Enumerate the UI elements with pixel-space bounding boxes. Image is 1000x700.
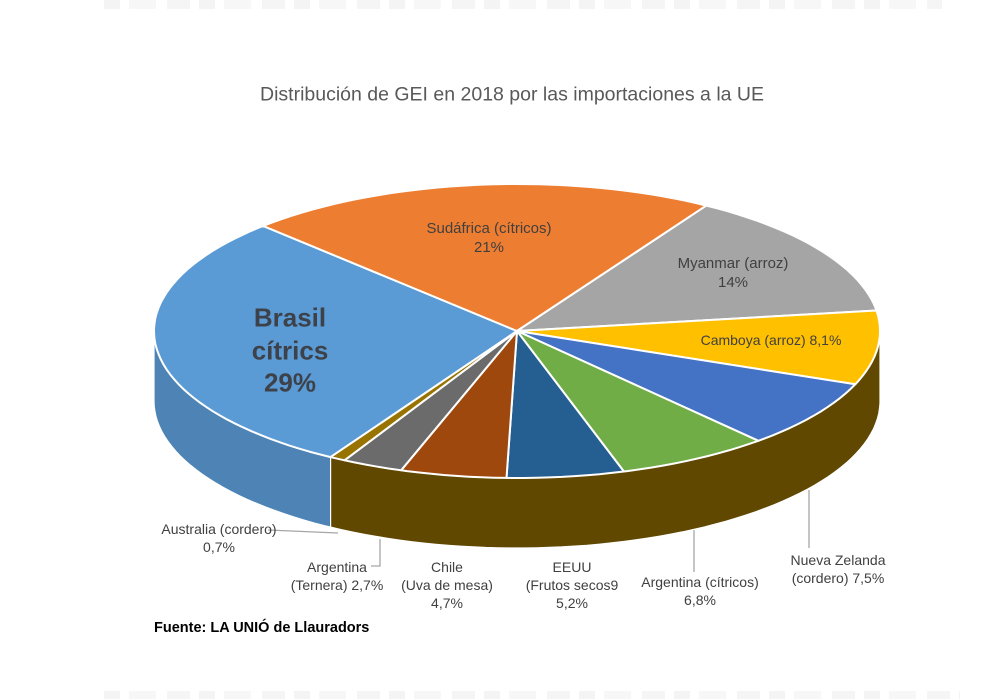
pie-slice-chile	[400, 330, 518, 479]
pie-slice-sudafrica	[262, 183, 708, 332]
pie-slice-eeuu	[505, 330, 625, 479]
slice-label-argentina-citricos: Argentina (cítricos) 6,8%	[641, 574, 759, 608]
slice-label-nueva-zelanda: Nueva Zelanda (cordero) 7,5%	[790, 552, 886, 586]
pie-slice-myanmar	[516, 204, 878, 332]
slice-label-myanmar: Myanmar (arroz) 14%	[677, 254, 789, 291]
pie-slice-brasil	[153, 224, 518, 459]
slice-label-brasil: Brasil cítrics 29%	[251, 302, 329, 398]
pie-slice-argentina-ternera	[343, 330, 518, 472]
chart-title: Distribución de GEI en 2018 por las impo…	[259, 83, 765, 106]
pie-slice-argentina-citricos	[516, 330, 760, 473]
leader-line-argentina-ternera	[371, 539, 381, 567]
source-note: Fuente: LA UNIÓ de Llauradors	[154, 620, 370, 636]
slice-label-sudafrica: Sudáfrica (cítricos) 21%	[426, 219, 552, 256]
pie-slice-camboya	[516, 309, 881, 386]
slice-label-chile: Chile (Uva de mesa) 4,7%	[401, 559, 493, 611]
slice-label-camboya: Camboya (arroz) 8,1%	[700, 332, 842, 349]
slice-label-australia: Australia (cordero) 0,7%	[161, 521, 277, 555]
pie-slice-australia	[329, 330, 518, 462]
slice-label-argentina-ternera: Argentina (Ternera) 2,7%	[290, 559, 384, 593]
pie-slice-nueva-zelanda	[516, 330, 857, 442]
slice-label-eeuu: EEUU (Frutos secos9 5,2%	[525, 559, 619, 611]
leader-line-australia	[267, 529, 339, 534]
